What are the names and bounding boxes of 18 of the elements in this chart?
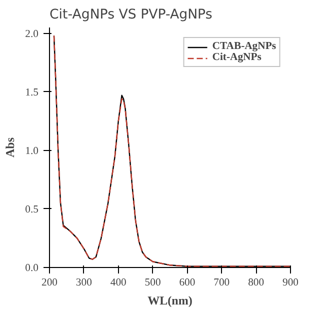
x-tick-label: 300 (76, 278, 92, 288)
y-tick-label: 0.5 (25, 204, 39, 216)
y-tick-label: 1.5 (25, 87, 39, 98)
legend-label: Cit-AgNPs (212, 52, 262, 63)
y-tick-label: 2.0 (25, 28, 39, 40)
y-tick-label: 1.0 (25, 146, 39, 157)
x-tick-label: 500 (144, 278, 161, 288)
x-tick-label: 600 (179, 278, 196, 288)
legend-label: CTAB-AgNPs (212, 41, 276, 52)
y-tick-label: 0.0 (25, 263, 39, 274)
x-tick-label: 700 (214, 278, 230, 288)
x-tick-label: 200 (42, 278, 58, 288)
x-tick-label: 900 (282, 278, 298, 288)
y-axis-title: Abs (3, 137, 18, 158)
chart-title: Cit-AgNPs VS PVP-AgNPs (50, 8, 212, 22)
x-tick-label: 400 (110, 278, 126, 288)
x-tick-label: 800 (248, 278, 264, 288)
x-axis-title: WL(nm) (148, 294, 192, 308)
